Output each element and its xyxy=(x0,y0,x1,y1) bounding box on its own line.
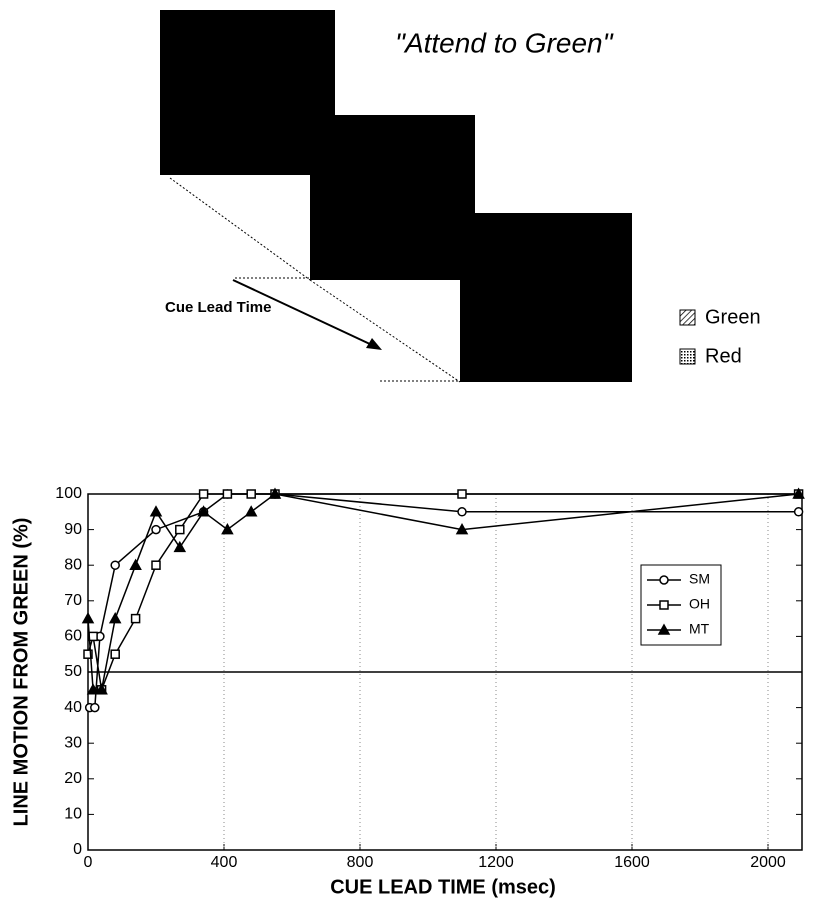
legend-swatch xyxy=(679,309,696,326)
x-tick-label: 1600 xyxy=(614,854,650,871)
point xyxy=(244,505,258,517)
point xyxy=(130,613,141,624)
point xyxy=(173,540,187,553)
x-tick-label: 2000 xyxy=(750,854,786,871)
y-tick-label: 20 xyxy=(64,770,82,787)
point xyxy=(455,523,469,535)
x-tick-label: 0 xyxy=(84,854,93,871)
point xyxy=(83,649,93,659)
dotted-line xyxy=(309,279,461,383)
point xyxy=(175,524,185,535)
x-tick-label: 400 xyxy=(211,854,238,871)
point xyxy=(792,487,805,499)
point xyxy=(197,505,210,517)
point xyxy=(108,612,122,624)
legend-label: Red xyxy=(705,345,742,367)
point xyxy=(457,507,467,517)
point xyxy=(151,560,161,570)
series-line xyxy=(89,493,799,709)
legend-marker xyxy=(659,600,669,610)
point xyxy=(222,489,233,499)
y-axis-label: LINE MOTION FROM GREEN (%) xyxy=(10,518,32,827)
cue-pointer xyxy=(453,117,467,166)
arrow-head xyxy=(366,338,382,350)
point xyxy=(90,702,100,713)
y-tick-label: 80 xyxy=(64,556,82,573)
x-axis-label: CUE LEAD TIME (msec) xyxy=(330,876,556,898)
point xyxy=(149,505,163,517)
chart: CUE LEAD TIME (msec) LINE MOTION FROM GR… xyxy=(10,485,805,898)
y-tick-label: 30 xyxy=(64,734,82,751)
x-tick-label: 1200 xyxy=(478,854,514,871)
legend-label: SM xyxy=(689,571,710,587)
point xyxy=(81,612,95,624)
point xyxy=(86,683,100,695)
point xyxy=(221,523,234,535)
legend-label: Green xyxy=(705,306,761,328)
legend-label: MT xyxy=(689,621,710,637)
point xyxy=(268,487,282,499)
point xyxy=(88,631,98,642)
y-tick-label: 90 xyxy=(64,521,82,538)
dotted-line xyxy=(169,177,311,281)
y-tick-label: 40 xyxy=(64,699,82,716)
y-tick-label: 70 xyxy=(64,592,82,609)
point xyxy=(198,489,209,499)
diagram: "Attend to Green" Cue Lead Time Green Re… xyxy=(160,10,761,383)
y-tick-label: 0 xyxy=(73,841,82,858)
point xyxy=(457,489,467,499)
point xyxy=(246,489,256,499)
legend-swatch xyxy=(679,348,696,365)
arrow xyxy=(232,279,373,346)
legend-marker xyxy=(657,623,671,635)
cue-text: "Attend to Green" xyxy=(395,27,614,58)
y-tick-label: 60 xyxy=(64,628,82,645)
point xyxy=(110,560,120,570)
point xyxy=(793,507,804,517)
point xyxy=(151,524,161,535)
legend-marker xyxy=(659,575,669,585)
y-tick-label: 10 xyxy=(64,806,82,823)
arrow-label: Cue Lead Time xyxy=(165,299,271,316)
y-tick-label: 100 xyxy=(55,485,82,502)
point xyxy=(95,683,108,695)
x-tick-label: 800 xyxy=(347,854,374,871)
y-tick-label: 50 xyxy=(64,663,82,680)
legend-label: OH xyxy=(689,596,710,612)
point xyxy=(129,558,142,570)
stimulus-blocks xyxy=(160,10,632,382)
point xyxy=(110,649,120,659)
